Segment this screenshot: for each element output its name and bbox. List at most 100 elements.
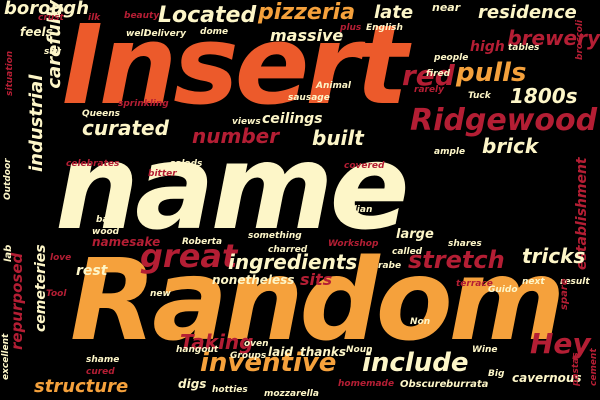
cloud-word: crust — [38, 13, 64, 23]
cloud-word: Random — [70, 236, 565, 366]
cloud-word: Workshop — [328, 239, 379, 249]
cloud-word: rest — [76, 263, 108, 279]
cloud-word: feels — [20, 25, 53, 39]
cloud-word: sausage — [288, 93, 330, 103]
cloud-word: charred — [268, 245, 308, 255]
cloud-word: laid — [268, 345, 293, 359]
cloud-word: late — [374, 2, 414, 23]
cloud-word: Hey — [530, 327, 591, 360]
cloud-word: oven — [244, 339, 269, 349]
cloud-word: hotties — [212, 385, 248, 395]
cloud-word: industrial — [26, 74, 47, 172]
cloud-word: Noun — [346, 345, 373, 355]
cloud-word: sits — [300, 270, 333, 289]
cloud-word: don — [340, 215, 360, 225]
cloud-word: cement — [589, 348, 599, 386]
cloud-word: pizzeria — [258, 0, 356, 25]
cloud-word: Queens — [82, 109, 121, 119]
cloud-word: include — [362, 348, 469, 378]
cloud-word: great — [140, 237, 238, 275]
cloud-word: fired — [426, 69, 451, 79]
cloud-word: cavernous — [512, 371, 582, 385]
cloud-word: ceilings — [262, 111, 323, 127]
cloud-word: terrace — [456, 279, 493, 289]
cloud-word: Ridgewood — [410, 103, 598, 138]
cloud-word: Big — [488, 369, 505, 379]
cloud-word: wood — [92, 227, 120, 237]
cloud-word: hangout — [176, 345, 219, 355]
cloud-word: shares — [448, 239, 482, 249]
cloud-word: number — [192, 124, 280, 148]
cloud-word: dome — [200, 27, 229, 37]
cloud-word: Delivery — [144, 29, 187, 39]
cloud-word: lab — [3, 244, 14, 262]
cloud-word: mozzarella — [264, 389, 319, 399]
cloud-word: curated — [82, 116, 169, 140]
cloud-word: well — [126, 29, 147, 39]
cloud-word: stretch — [408, 246, 505, 274]
cloud-word: celebrates — [66, 159, 120, 169]
cloud-word: Guido — [488, 285, 518, 295]
cloud-word: Insert — [62, 1, 408, 129]
cloud-word: homemade — [338, 379, 395, 389]
cloud-word: Outdoor — [3, 158, 13, 200]
cloud-word: Obscure — [400, 379, 447, 390]
cloud-word: brewery — [507, 26, 600, 50]
cloud-word: Non — [410, 317, 431, 327]
cloud-word: ilk — [88, 13, 101, 23]
cloud-word: high — [470, 39, 505, 55]
cloud-word: bitter — [148, 169, 177, 179]
cloud-word: new — [150, 289, 171, 299]
cloud-word: namesake — [92, 235, 161, 249]
cloud-word: digs — [178, 377, 207, 391]
cloud-word: Tuck — [468, 91, 491, 101]
cloud-word: pulls — [456, 58, 527, 88]
cloud-word: rarely — [414, 85, 445, 95]
cloud-word: Located — [158, 3, 257, 28]
cloud-word: Groups — [230, 351, 267, 361]
cloud-word: massive — [270, 26, 344, 45]
cloud-word: Animal — [316, 81, 351, 91]
cloud-word: Italian — [340, 205, 373, 215]
cloud-word: large — [396, 227, 434, 242]
cloud-word: excellent — [1, 333, 11, 380]
cloud-word: beauty — [124, 11, 160, 21]
cloud-word: something — [248, 231, 302, 241]
cloud-word: Roberta — [182, 237, 223, 247]
cloud-word: spare — [559, 278, 570, 310]
cloud-word: borough — [4, 0, 90, 19]
cloud-word: Taking — [180, 330, 254, 354]
cloud-word: Wine — [472, 345, 498, 355]
cloud-word: plus — [340, 23, 362, 33]
cloud-word: people — [434, 53, 469, 63]
cloud-word: say — [44, 47, 62, 57]
cloud-word: cured — [86, 367, 115, 377]
cloud-word: 1800s — [510, 84, 578, 108]
cloud-word: structure — [34, 376, 129, 397]
cloud-word: built — [312, 126, 364, 150]
cloud-word: band — [96, 215, 122, 225]
cloud-word: brick — [482, 134, 539, 158]
cloud-word: tricks — [522, 244, 586, 268]
cloud-word: next — [522, 277, 545, 287]
cloud-word: ample — [434, 147, 466, 157]
cloud-word: repurposed — [8, 252, 26, 350]
cloud-word: inventive — [200, 348, 337, 378]
cloud-word: rabe — [378, 261, 402, 271]
cloud-word: nonetheless — [212, 273, 295, 287]
cloud-word: result — [560, 277, 590, 287]
cloud-word: near — [432, 1, 461, 14]
cloud-word: covered — [344, 161, 385, 171]
cloud-word: tables — [508, 43, 540, 53]
cloud-word: called — [392, 247, 423, 257]
cloud-word: red — [402, 59, 455, 92]
cloud-word: sprinkling — [118, 99, 169, 109]
cloud-word: thanks — [300, 345, 347, 359]
cloud-word: English — [366, 23, 403, 33]
cloud-word: salads — [170, 159, 203, 169]
cloud-word: shame — [86, 355, 120, 365]
cloud-word: burrata — [446, 379, 489, 390]
cloud-word: pastas — [571, 352, 581, 386]
cloud-word: residence — [478, 2, 577, 23]
